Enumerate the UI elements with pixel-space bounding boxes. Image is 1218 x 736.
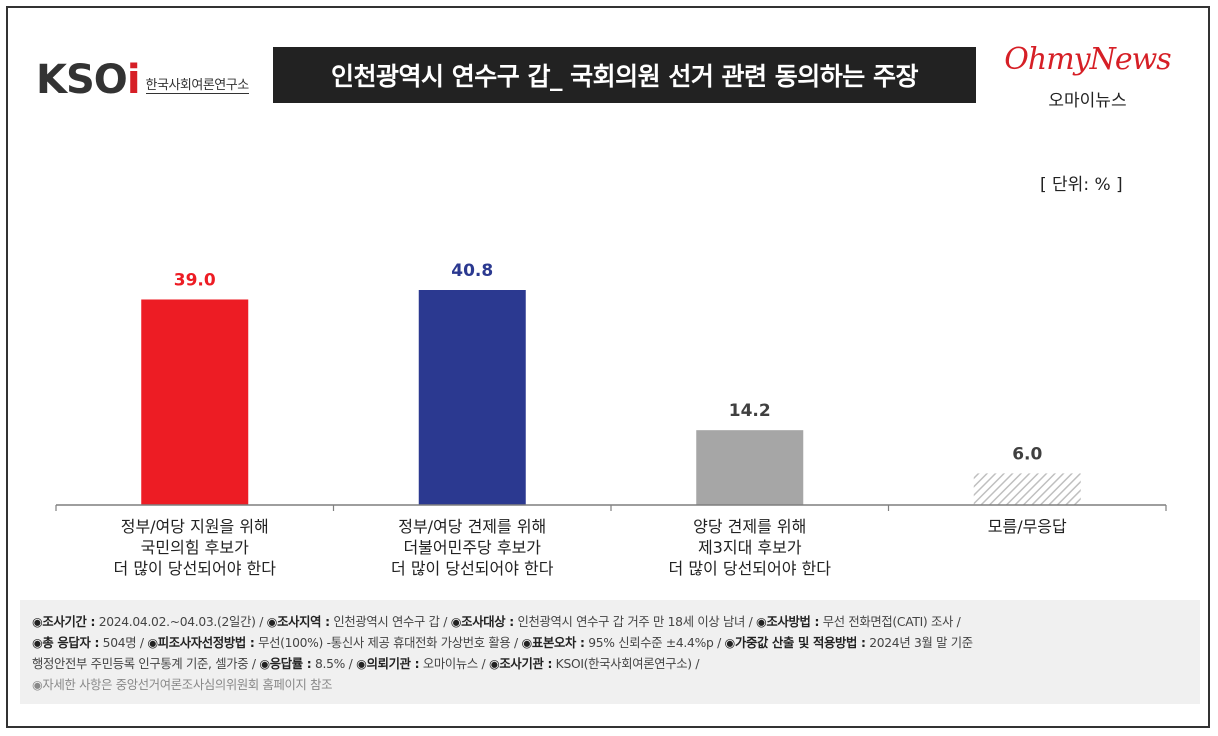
survey-info-value: KSOI(한국사회여론연구소) / xyxy=(552,657,700,671)
category-label-2: 더불어민주당 후보가 xyxy=(403,538,541,557)
ohmynews-wordmark: OhmyNews xyxy=(1004,42,1171,77)
survey-info-key: ◉표본오차 : xyxy=(521,636,585,650)
survey-info-line-3: 행정안전부 주민등록 인구통계 기준, 셀가중 / ◉응답률 : 8.5% / … xyxy=(32,654,1202,675)
category-label-2: 정부/여당 견제를 위해 xyxy=(398,517,546,536)
survey-info-value: 행정안전부 주민등록 인구통계 기준, 셀가중 / xyxy=(32,657,260,671)
category-label-2: 더 많이 당선되어야 한다 xyxy=(391,559,554,578)
bar-4 xyxy=(973,473,1081,505)
survey-info-key: ◉피조사자선정방법 : xyxy=(147,636,255,650)
survey-info-value: 8.5% / xyxy=(311,657,357,671)
survey-info-panel xyxy=(20,600,1200,704)
survey-info-key: ◉조사방법 : xyxy=(756,615,820,629)
data-label-3: 14.2 xyxy=(729,401,771,421)
bar-2 xyxy=(418,290,526,505)
survey-info-value: 무선(100%) -통신사 제공 휴대전화 가상번호 활용 / xyxy=(254,636,522,650)
survey-info-value: 인천광역시 연수구 갑 / xyxy=(329,615,451,629)
survey-info-value: 2024년 3월 말 기준 xyxy=(865,636,973,650)
survey-info-text: ◉조사기간 : 2024.04.02.~04.03.(2일간) / ◉조사지역 … xyxy=(32,612,1202,696)
category-label-3: 더 많이 당선되어야 한다 xyxy=(669,559,832,578)
logo-subtitle: 한국사회여론연구소 xyxy=(145,66,249,94)
logo-mark: KSOi xyxy=(36,57,141,103)
survey-info-value: 95% 신뢰수준 ±4.4%p / xyxy=(584,636,725,650)
survey-info-value: 504명 / xyxy=(99,636,148,650)
survey-info-line-2: ◉총 응답자 : 504명 / ◉피조사자선정방법 : 무선(100%) -통신… xyxy=(32,633,1202,654)
survey-info-key: ◉의뢰기관 : xyxy=(356,657,420,671)
survey-info-line-1: ◉조사기간 : 2024.04.02.~04.03.(2일간) / ◉조사지역 … xyxy=(32,612,1202,633)
unit-label: [ 단위: % ] xyxy=(1040,175,1123,195)
data-label-2: 40.8 xyxy=(451,261,493,281)
ksoi-logo: KSOi 한국사회여론연구소 xyxy=(36,60,249,100)
survey-info-key: ◉조사대상 : xyxy=(450,615,514,629)
ohmynews-korean: 오마이뉴스 xyxy=(1048,91,1127,111)
category-label-3: 제3지대 후보가 xyxy=(698,538,802,557)
survey-info-value: 오마이뉴스 / xyxy=(419,657,489,671)
survey-info-key: ◉총 응답자 : xyxy=(32,636,100,650)
survey-info-key: ◉응답률 : xyxy=(259,657,312,671)
survey-info-value: 무선 전화면접(CATI) 조사 / xyxy=(819,615,961,629)
bar-3 xyxy=(696,430,804,505)
survey-info-key: ◉가중값 산출 및 적용방법 : xyxy=(724,636,866,650)
survey-info-value: 인천광역시 연수구 갑 거주 만 18세 이상 남녀 / xyxy=(513,615,757,629)
ohmynews-logo: OhmyNews 오마이뉴스 xyxy=(990,40,1185,111)
category-label-1: 더 많이 당선되어야 한다 xyxy=(114,559,277,578)
data-label-1: 39.0 xyxy=(174,270,216,290)
survey-info-value: 2024.04.02.~04.03.(2일간) / xyxy=(95,615,267,629)
category-label-4: 모름/무응답 xyxy=(988,517,1067,536)
survey-info-key: ◉조사지역 : xyxy=(266,615,330,629)
survey-note: ◉자세한 사항은 중앙선거여론조사심의위원회 홈페이지 참조 xyxy=(32,678,333,692)
category-label-1: 정부/여당 지원을 위해 xyxy=(121,517,269,536)
page-title: 인천광역시 연수구 갑_ 국회의원 선거 관련 동의하는 주장 xyxy=(273,47,976,103)
category-label-3: 양당 견제를 위해 xyxy=(693,517,806,536)
bar-1 xyxy=(141,299,249,505)
data-label-4: 6.0 xyxy=(1012,444,1042,464)
category-label-1: 국민의힘 후보가 xyxy=(141,538,249,557)
survey-info-key: ◉조사기관 : xyxy=(488,657,553,671)
survey-info-key: ◉조사기간 : xyxy=(32,615,96,629)
